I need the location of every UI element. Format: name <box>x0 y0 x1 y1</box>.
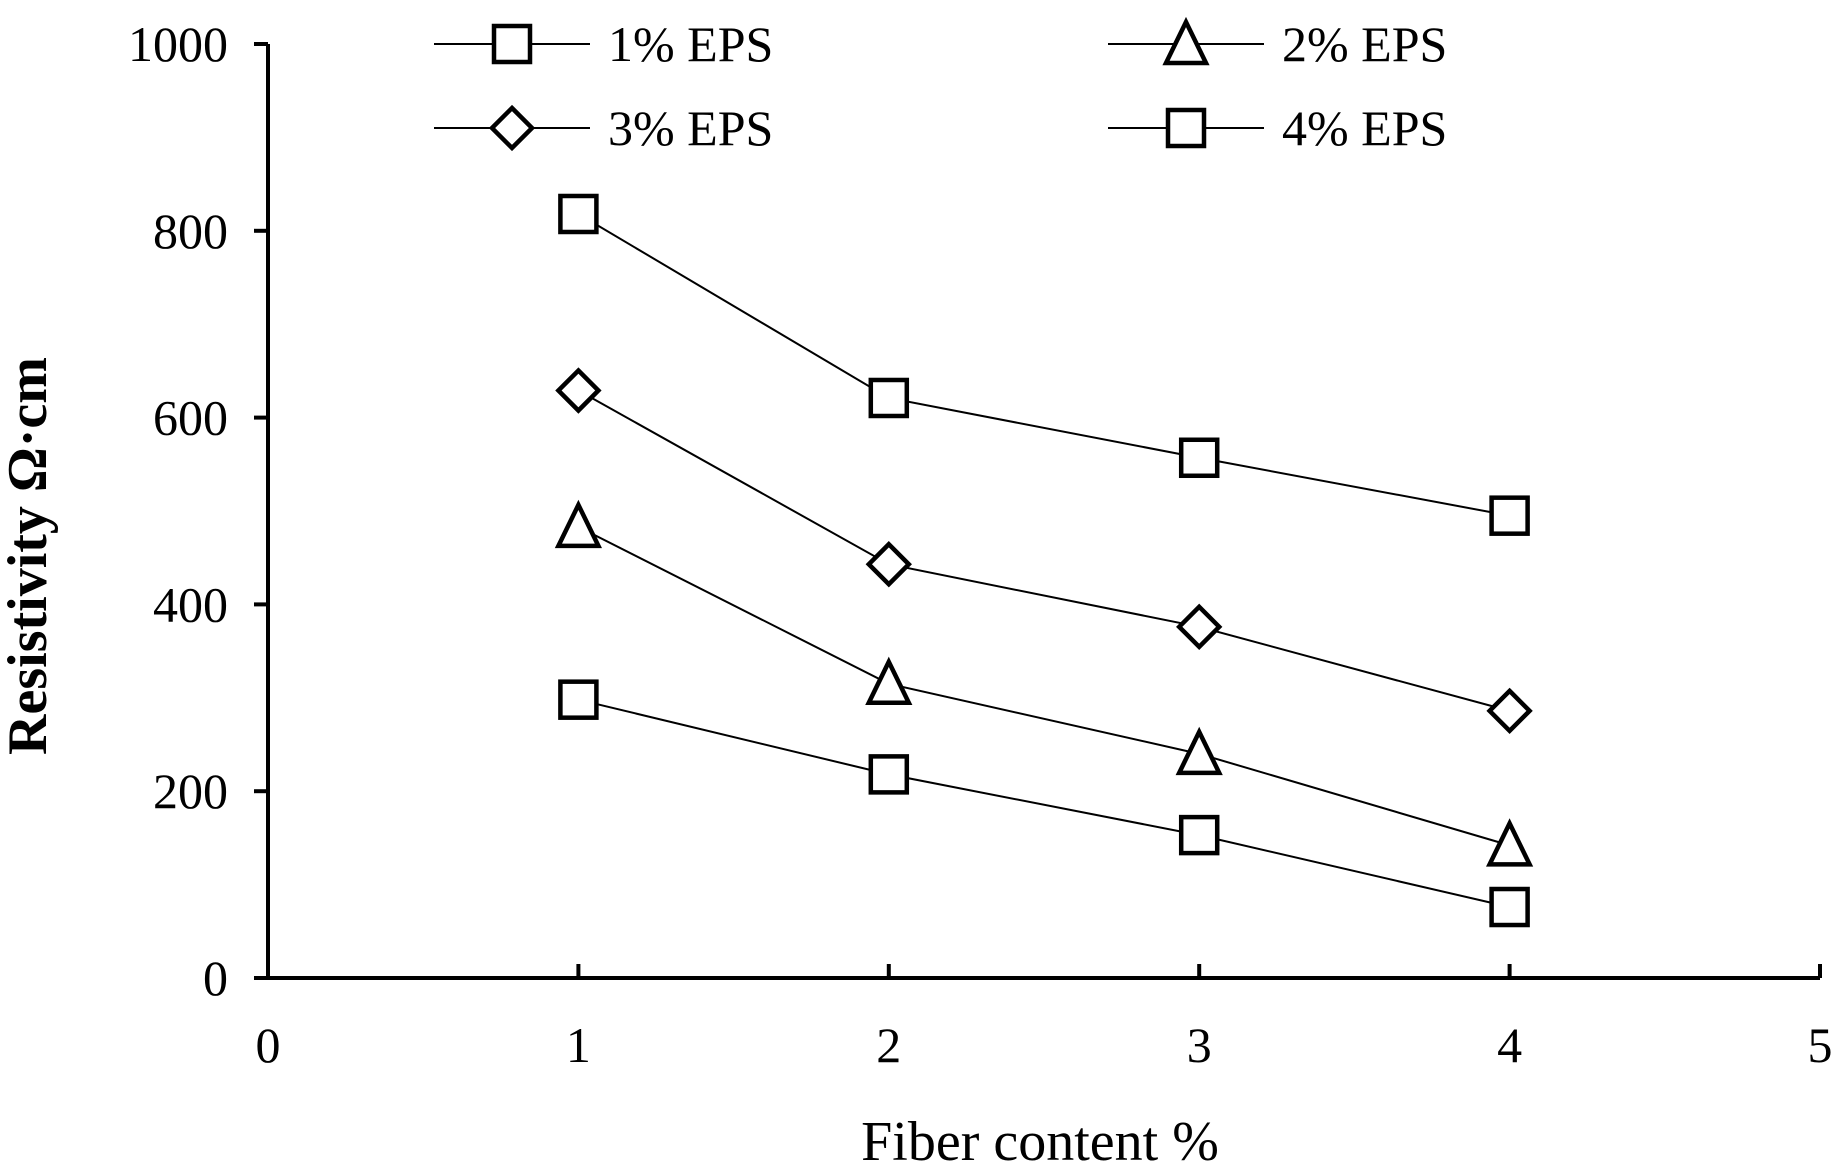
x-tick-label: 2 <box>876 1017 901 1073</box>
series-line <box>577 213 1510 517</box>
legend-item: 3% EPS <box>434 100 773 156</box>
legend-marker <box>1162 16 1210 66</box>
y-tick-label: 1000 <box>128 16 228 72</box>
y-tick-label: 200 <box>153 763 228 819</box>
series-4 <box>558 193 1530 536</box>
legend-item: 2% EPS <box>1108 16 1447 72</box>
x-tick-label: 4 <box>1497 1017 1522 1073</box>
y-axis-title: Resistivity Ω·cm <box>0 357 59 755</box>
data-point <box>1485 818 1534 867</box>
legend-label: 4% EPS <box>1282 100 1447 156</box>
x-tick-label: 1 <box>566 1017 591 1073</box>
series-3 <box>555 367 1533 735</box>
legend: 1% EPS 2% EPS 3% EPS 4% EPS <box>434 16 1447 156</box>
y-tick-label: 400 <box>153 576 228 632</box>
series-line <box>577 525 1510 847</box>
x-tick-label: 3 <box>1187 1017 1212 1073</box>
series-layer <box>554 193 1534 928</box>
data-point <box>865 656 913 706</box>
data-point <box>1489 886 1530 928</box>
series-2 <box>554 499 1534 867</box>
x-axis-title: Fiber content % <box>861 1111 1219 1173</box>
axes: 0 200 400 600 800 1000 0 1 2 3 4 5 <box>128 16 1833 1073</box>
data-point <box>1486 687 1533 735</box>
data-point <box>868 377 910 419</box>
data-point <box>1178 814 1220 856</box>
legend-marker <box>488 104 536 152</box>
data-point <box>1178 437 1220 479</box>
legend-item: 4% EPS <box>1108 100 1447 156</box>
data-point <box>1489 495 1530 536</box>
series-line <box>578 698 1510 908</box>
x-tick-label: 0 <box>256 1017 281 1073</box>
legend-marker <box>1165 107 1207 149</box>
legend-label: 3% EPS <box>608 100 773 156</box>
series-line <box>577 389 1510 712</box>
legend-item: 1% EPS <box>434 16 773 72</box>
data-point <box>558 193 599 235</box>
data-point <box>1176 603 1223 650</box>
y-tick-label: 800 <box>153 203 228 259</box>
series-1 <box>558 679 1530 928</box>
y-tick-label: 600 <box>153 390 228 446</box>
legend-label: 1% EPS <box>608 16 773 72</box>
data-point <box>868 754 910 795</box>
data-point <box>555 367 602 414</box>
x-tick-label: 5 <box>1808 1017 1833 1073</box>
data-point <box>558 679 599 720</box>
data-point <box>865 541 912 588</box>
legend-marker <box>491 23 533 65</box>
y-tick-label: 0 <box>203 950 228 1006</box>
data-point <box>554 499 603 549</box>
data-point <box>1175 726 1223 776</box>
legend-label: 2% EPS <box>1282 16 1447 72</box>
